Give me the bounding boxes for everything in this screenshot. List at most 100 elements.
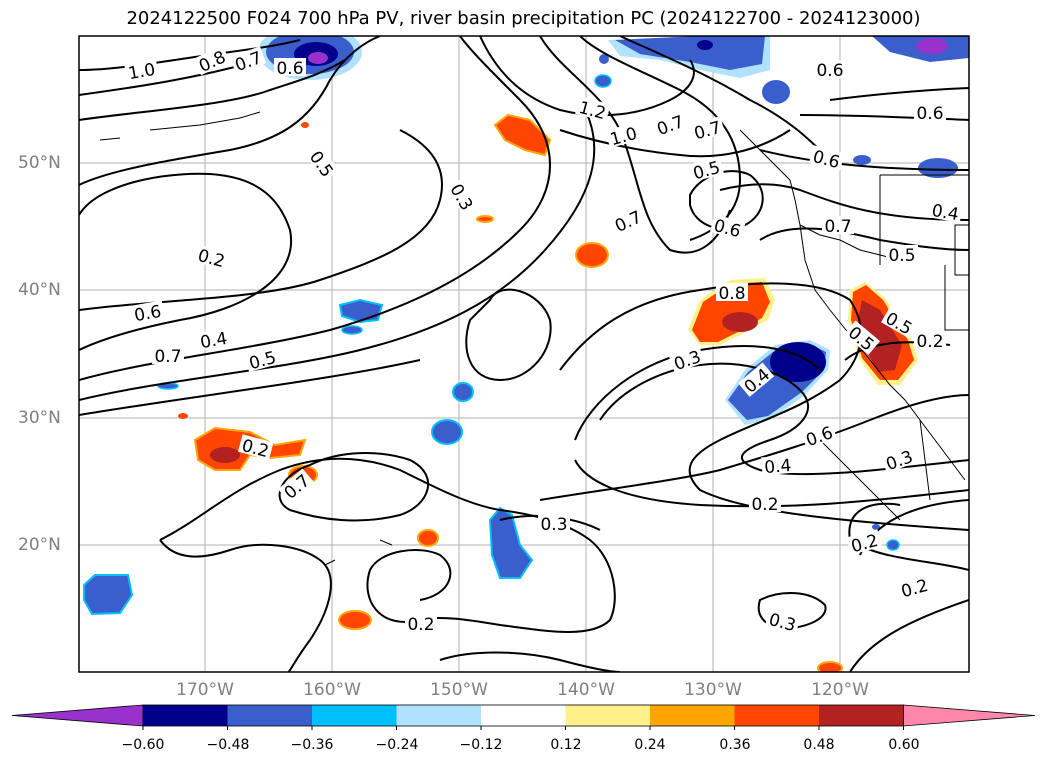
colorbar-segment <box>227 705 313 726</box>
lat-label-20n: 20°N <box>18 535 61 555</box>
contour-label-bg <box>237 434 274 460</box>
contour-label-bg <box>193 244 230 270</box>
contour-label: 0.4 <box>930 201 960 225</box>
contour-label-bg <box>196 327 231 351</box>
map-area <box>79 36 969 672</box>
contour-label-bg <box>193 45 231 76</box>
colorbar-tick-label: 0.12 <box>550 737 582 753</box>
contour-label: 0.8 <box>718 284 745 304</box>
colorbar <box>11 704 1036 730</box>
contour-label: 0.7 <box>154 347 181 367</box>
contour-label-bg <box>761 454 795 476</box>
lon-label-120w: 120°W <box>811 680 869 700</box>
lon-label-160w: 160°W <box>303 680 361 700</box>
lon-label-130w: 130°W <box>684 680 742 700</box>
blob-positive-california-offshore <box>688 278 775 345</box>
contour-label-bg <box>881 306 918 339</box>
blob-negative-north-pacific <box>258 36 362 80</box>
colorbar-tick-label: 0.36 <box>719 737 751 753</box>
contour-label-bg <box>800 421 838 450</box>
contour-label-bg <box>130 300 165 324</box>
colorbar-segment <box>734 705 820 726</box>
contour-label: 0.3 <box>540 515 567 535</box>
colorbar-tick-label: 0.24 <box>634 737 666 753</box>
contour-label-bg <box>278 468 315 503</box>
contour-label-bg <box>914 331 946 349</box>
lon-label-170w: 170°W <box>176 680 234 700</box>
colorbar-tick-label: −0.60 <box>121 737 165 753</box>
contour-label: 0.6 <box>916 104 943 124</box>
contour-label-bg <box>808 145 845 171</box>
map-frame <box>78 35 970 673</box>
contour-label-bg <box>689 116 726 142</box>
contour-label-bg <box>538 514 570 532</box>
contour-label-bg <box>574 96 611 122</box>
colorbar-extend-min <box>11 704 144 727</box>
contour-label: 0.4 <box>764 456 793 478</box>
contour-label-bg <box>651 110 689 139</box>
contour-label-bg <box>764 608 801 634</box>
colorbar-segment <box>819 705 904 726</box>
contour-label-bg <box>896 574 933 600</box>
colorbar-segment <box>650 705 735 726</box>
contour-label-bg <box>229 46 267 75</box>
contour-label: 0.2 <box>916 332 943 352</box>
contour-label-bg <box>124 58 159 82</box>
contour-label-bg <box>814 60 846 78</box>
coastlines <box>99 111 969 566</box>
lon-label-140w: 140°W <box>557 680 615 700</box>
contour-label-bg <box>244 346 281 372</box>
contour-label-bg <box>446 178 479 215</box>
lat-label-40n: 40°N <box>18 280 61 300</box>
colorbar-segment <box>143 705 228 726</box>
contour-label-bg <box>928 199 963 223</box>
contour-label: 0.6 <box>276 59 303 79</box>
colorbar-segment <box>312 705 397 726</box>
contour-label-bg <box>880 445 918 474</box>
colorbar-tick-label: −0.36 <box>290 737 334 753</box>
lat-label-50n: 50°N <box>18 153 61 173</box>
colorbar-tick-label: 0.60 <box>888 737 920 753</box>
contour-label: 0.4 <box>199 329 229 353</box>
contour-label-bg <box>405 614 437 632</box>
contour-label-bg <box>688 156 725 182</box>
contour-label-bg <box>846 529 883 555</box>
contour-label: 1.0 <box>127 60 157 84</box>
colorbar-tick-label: 0.48 <box>803 737 835 753</box>
colorbar-extend-max <box>903 704 1036 727</box>
colorbar-frame <box>142 704 904 727</box>
contour-label: 0.6 <box>816 61 843 81</box>
blob-negative-offshore <box>725 340 830 425</box>
colorbar-tick-label: −0.12 <box>459 737 503 753</box>
blob-negative-canada <box>853 36 969 178</box>
contour-label-bg <box>749 494 781 512</box>
contour-label-bg <box>738 362 775 397</box>
lon-label-150w: 150°W <box>430 680 488 700</box>
contour-label-bg <box>668 345 706 374</box>
contour-label-bg <box>914 103 946 121</box>
contour-label-bg <box>843 320 880 355</box>
contour-label: 0.5 <box>888 246 915 266</box>
contour-label: 0.7 <box>824 217 851 237</box>
contour-label-bg <box>709 214 746 240</box>
contour-label: 0.2 <box>407 615 434 635</box>
contour-label-bg <box>605 122 642 148</box>
colorbar-segment <box>481 705 566 726</box>
colorbar-segment <box>565 705 651 726</box>
colorbar-tick-label: −0.24 <box>375 737 419 753</box>
contour-label-bg <box>822 216 854 234</box>
colorbar-segment <box>396 705 482 726</box>
blob-positive-42n <box>575 242 609 268</box>
contour-label-bg <box>152 346 184 364</box>
contour-label-bg <box>274 58 306 76</box>
contour-label-bg <box>305 145 340 182</box>
lat-label-30n: 30°N <box>18 408 61 428</box>
map-title: 2024122500 F024 700 hPa PV, river basin … <box>126 8 921 29</box>
colorbar-tick-label: −0.48 <box>206 737 250 753</box>
contour-label: 0.6 <box>133 302 163 326</box>
blob-negative-gulf-alaska <box>608 36 790 104</box>
contour-label-bg <box>609 205 647 236</box>
contour-label-bg <box>716 283 748 301</box>
contour-label: 0.2 <box>751 495 778 515</box>
